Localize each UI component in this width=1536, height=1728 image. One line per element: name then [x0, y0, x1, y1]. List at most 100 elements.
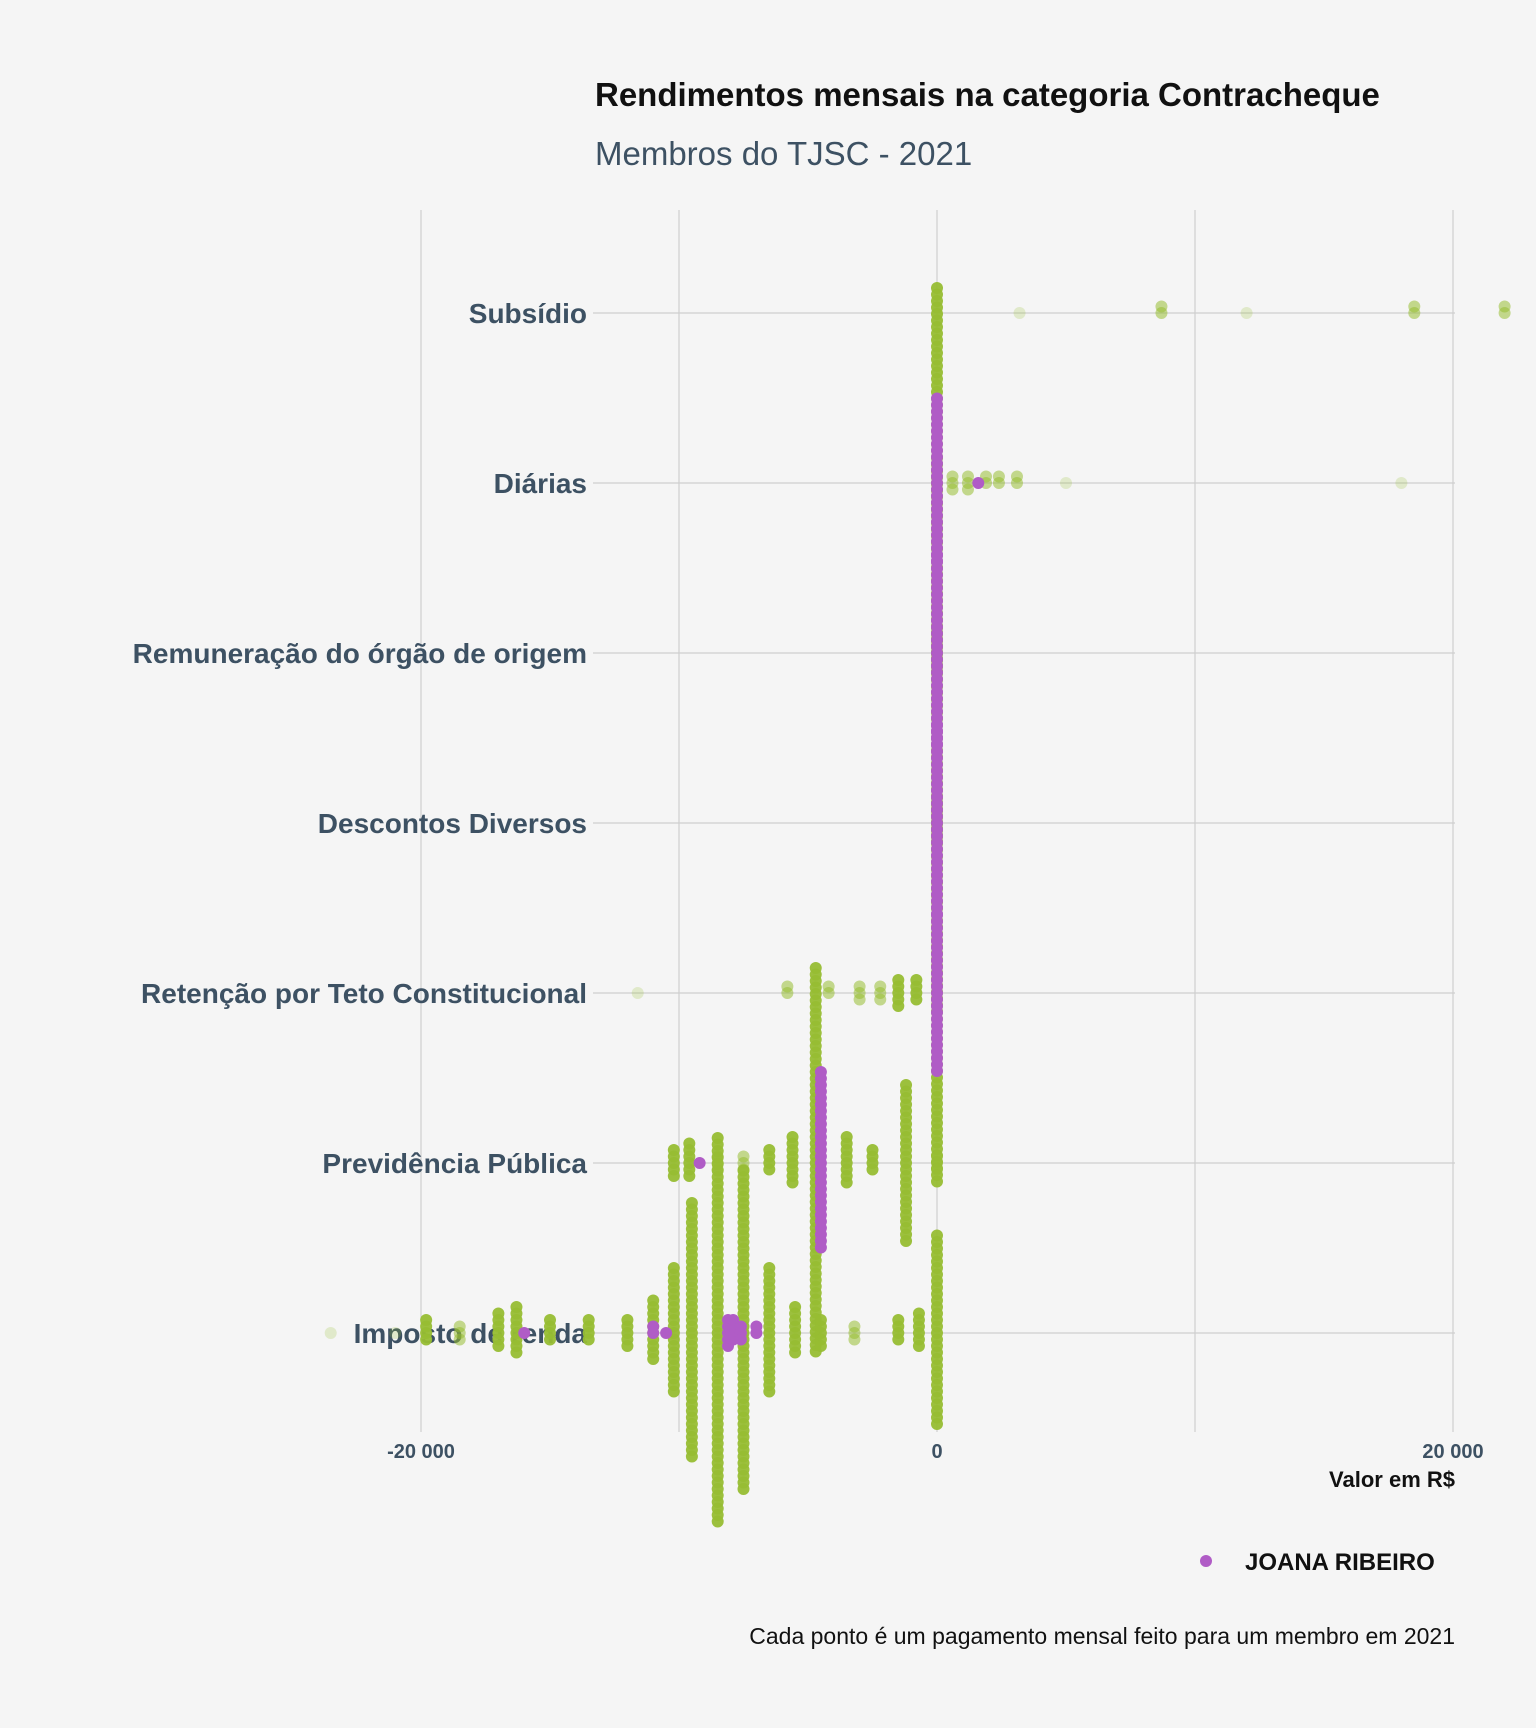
x-axis-label: Valor em R$ [1329, 1467, 1455, 1492]
chart-subtitle: Membros do TJSC - 2021 [595, 135, 972, 172]
highlight-point [693, 1157, 706, 1169]
member-point [848, 1320, 861, 1333]
member-point [853, 980, 866, 993]
chart-caption: Cada ponto é um pagamento mensal feito p… [749, 1623, 1455, 1649]
member-point [1060, 477, 1072, 489]
data-points [324, 282, 1511, 1528]
member-point [685, 1450, 698, 1463]
chart-title: Rendimentos mensais na categoria Contrac… [595, 76, 1380, 113]
member-point [683, 1170, 696, 1182]
member-point [763, 1163, 776, 1176]
member-point [900, 1235, 913, 1247]
member-point [667, 1262, 680, 1274]
highlight-point [518, 1327, 531, 1339]
highlight-point [660, 1327, 673, 1339]
member-point [621, 1340, 634, 1352]
member-point [912, 1340, 925, 1352]
highlight-point [931, 909, 943, 921]
highlight-point [931, 1065, 943, 1077]
highlight-point [814, 1241, 827, 1254]
member-point [931, 1163, 943, 1176]
highlight-point [734, 1320, 747, 1333]
member-point [582, 1314, 595, 1326]
member-point [961, 483, 974, 496]
category-label: Previdência Pública [322, 1148, 587, 1179]
member-point [420, 1314, 433, 1326]
member-point [737, 1483, 750, 1495]
highlight-point [750, 1320, 763, 1333]
grid [420, 210, 1455, 1432]
member-point [324, 1327, 337, 1339]
member-point [931, 1229, 943, 1242]
x-tick-label: 0 [931, 1441, 942, 1463]
member-point [786, 1131, 799, 1143]
legend: JOANA RIBEIRO [1200, 1549, 1435, 1576]
member-point [683, 1137, 696, 1150]
member-point [420, 1333, 433, 1346]
member-point [961, 470, 974, 483]
member-point [544, 1333, 556, 1346]
member-point [892, 1000, 905, 1012]
member-point [892, 1333, 905, 1346]
category-label: Subsídio [469, 298, 587, 329]
member-point [631, 987, 644, 999]
member-point [789, 1346, 802, 1359]
member-point [931, 1150, 943, 1163]
member-point [853, 993, 866, 1006]
member-point [647, 1353, 660, 1365]
member-point [789, 1301, 802, 1313]
member-point [685, 1197, 698, 1209]
member-point [711, 1132, 724, 1144]
member-point [814, 1340, 827, 1352]
member-point [946, 483, 959, 496]
member-point [814, 1314, 827, 1326]
member-point [892, 1314, 905, 1326]
member-point [763, 1262, 776, 1274]
highlight-point [734, 1333, 747, 1346]
member-point [453, 1320, 466, 1333]
x-tick-label: 20 000 [1422, 1441, 1483, 1463]
category-label: Remuneração do órgão de origem [133, 638, 587, 669]
member-point [737, 1150, 750, 1163]
member-point [1013, 307, 1026, 319]
member-point [1155, 300, 1168, 313]
member-point [582, 1333, 595, 1346]
category-label: Retenção por Teto Constitucional [141, 978, 587, 1009]
member-point [874, 993, 887, 1006]
category-label: Descontos Diversos [318, 808, 587, 839]
highlight-point [814, 1066, 827, 1078]
member-point [763, 1385, 776, 1398]
member-point [910, 974, 923, 986]
member-point [510, 1301, 523, 1313]
member-point [900, 1079, 913, 1091]
member-point [781, 980, 794, 993]
member-point [848, 1333, 861, 1346]
highlight-point [931, 719, 943, 732]
category-label: Diárias [494, 468, 587, 499]
member-point [840, 1176, 853, 1189]
member-point [809, 962, 822, 974]
legend-label: JOANA RIBEIRO [1245, 1549, 1435, 1576]
member-point [492, 1340, 505, 1352]
member-point [737, 1164, 750, 1177]
x-tick-label: -20 000 [387, 1441, 455, 1463]
member-point [389, 1327, 402, 1339]
member-point [1240, 307, 1253, 319]
member-point [544, 1314, 556, 1326]
member-point [1408, 300, 1421, 313]
category-labels: Subsídio Diárias Remuneração do órgão de o… [133, 298, 588, 1349]
member-point [667, 1144, 680, 1156]
member-point [647, 1294, 660, 1307]
member-point [931, 1418, 943, 1430]
member-point [1010, 470, 1023, 483]
member-point [992, 470, 1005, 483]
member-point [840, 1131, 853, 1143]
member-point [763, 1144, 776, 1156]
member-point [621, 1314, 634, 1326]
member-point [910, 993, 923, 1006]
member-point [786, 1176, 799, 1189]
member-point [874, 980, 887, 993]
highlight-point [972, 477, 985, 489]
